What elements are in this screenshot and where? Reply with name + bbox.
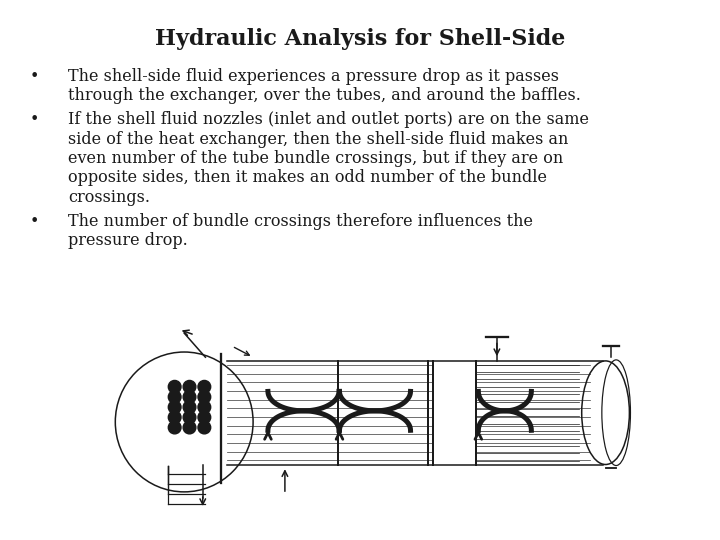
Bar	[433, 359, 476, 467]
Circle shape	[198, 381, 211, 393]
Circle shape	[183, 411, 196, 424]
Text: •: •	[30, 68, 40, 85]
Circle shape	[168, 390, 181, 403]
Text: The shell-side fluid experiences a pressure drop as it passes: The shell-side fluid experiences a press…	[68, 68, 559, 85]
Text: pressure drop.: pressure drop.	[68, 232, 188, 249]
Circle shape	[198, 390, 211, 403]
Text: even number of the tube bundle crossings, but if they are on: even number of the tube bundle crossings…	[68, 150, 563, 167]
Circle shape	[168, 381, 181, 393]
Text: The number of bundle crossings therefore influences the: The number of bundle crossings therefore…	[68, 213, 533, 230]
Circle shape	[168, 421, 181, 434]
Text: •: •	[30, 111, 40, 128]
Circle shape	[168, 401, 181, 414]
Text: If the shell fluid nozzles (inlet and outlet ports) are on the same: If the shell fluid nozzles (inlet and ou…	[68, 111, 589, 128]
Text: •: •	[30, 213, 40, 230]
Text: Hydraulic Analysis for Shell-Side: Hydraulic Analysis for Shell-Side	[155, 28, 565, 50]
Text: side of the heat exchanger, then the shell-side fluid makes an: side of the heat exchanger, then the she…	[68, 131, 568, 147]
Circle shape	[198, 411, 211, 424]
Circle shape	[183, 381, 196, 393]
Circle shape	[183, 390, 196, 403]
Text: opposite sides, then it makes an odd number of the bundle: opposite sides, then it makes an odd num…	[68, 170, 547, 186]
Circle shape	[183, 421, 196, 434]
Text: crossings.: crossings.	[68, 189, 150, 206]
Circle shape	[183, 401, 196, 414]
Circle shape	[198, 401, 211, 414]
Circle shape	[168, 411, 181, 424]
Text: through the exchanger, over the tubes, and around the baffles.: through the exchanger, over the tubes, a…	[68, 87, 581, 105]
Circle shape	[198, 421, 211, 434]
